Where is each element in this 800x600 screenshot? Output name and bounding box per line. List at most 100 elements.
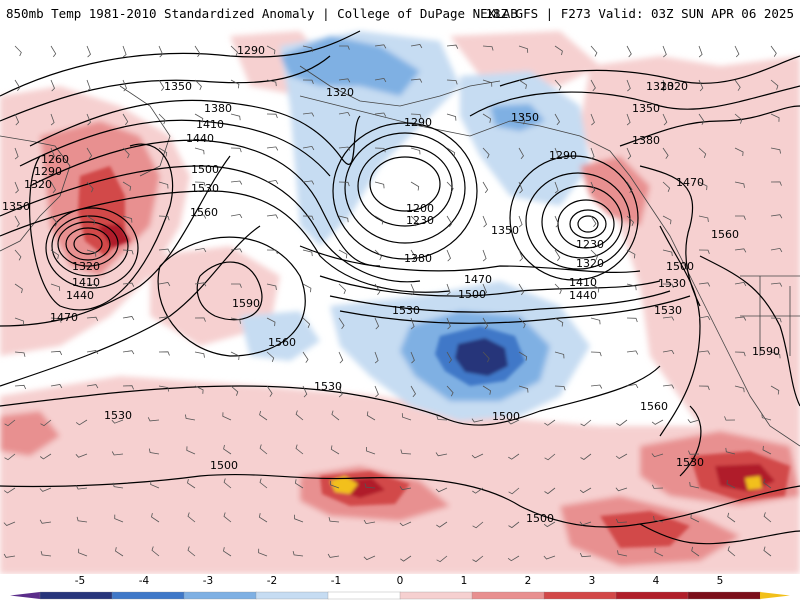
wind-barb	[590, 181, 596, 194]
wind-barb	[662, 113, 668, 126]
contour-label: 1530	[658, 277, 686, 290]
wind-barb	[194, 214, 207, 219]
contour-label: 1380	[204, 102, 232, 115]
wind-barb	[518, 113, 526, 125]
wind-barb	[50, 384, 63, 389]
wind-barb	[230, 317, 241, 324]
wind-barb	[662, 283, 674, 289]
hot-extreme-area	[330, 476, 358, 494]
contour-line	[73, 233, 103, 255]
contour-line	[499, 55, 800, 87]
wind-barb	[266, 351, 275, 362]
wind-barb	[399, 486, 412, 491]
wind-barb	[266, 79, 277, 87]
contour-line	[639, 523, 800, 545]
wind-barb	[115, 547, 124, 557]
wind-barb	[508, 487, 520, 495]
wind-barb	[122, 79, 127, 92]
wind-barb	[590, 113, 595, 126]
contour-label: 1440	[186, 132, 214, 145]
wind-barb	[222, 412, 232, 421]
wind-barb	[230, 113, 241, 121]
contour-label: 1290	[237, 44, 265, 57]
wind-barb	[554, 147, 559, 160]
wind-barb	[158, 215, 170, 221]
contour-label: 1530	[314, 380, 342, 393]
wind-barb	[122, 316, 135, 321]
wind-barb	[554, 351, 565, 359]
colorbar-segment	[471, 591, 545, 600]
contour-line	[509, 155, 639, 281]
contour-label: 1470	[464, 273, 492, 286]
contour-line	[369, 156, 441, 212]
wind-barb	[482, 45, 494, 51]
wind-barb	[446, 113, 457, 121]
wind-barb	[626, 45, 632, 58]
anomaly-map: 1290135013801410144012601290132013501500…	[0, 30, 800, 574]
wind-barb	[230, 213, 243, 219]
wind-barb	[302, 215, 314, 221]
wind-barb	[763, 546, 772, 557]
wind-barb	[626, 113, 631, 126]
wind-barb	[399, 521, 412, 527]
contour-line	[29, 99, 361, 165]
wind-barb	[410, 283, 416, 296]
contour-label: 1500	[458, 288, 486, 301]
wind-barb	[770, 147, 781, 154]
wind-barb	[151, 546, 160, 557]
wind-barb	[50, 283, 61, 291]
contour-label: 1410	[196, 118, 224, 131]
aleutian-coastline	[299, 95, 800, 447]
contour-label: 1500	[526, 512, 554, 525]
wind-barb	[554, 385, 566, 391]
colorbar-segment	[39, 591, 113, 600]
wind-barb	[662, 349, 675, 355]
wind-barb	[626, 283, 637, 291]
wind-barb	[266, 317, 276, 327]
wind-barb	[518, 147, 524, 160]
wind-barb	[122, 282, 135, 287]
contour-label: 1230	[406, 214, 434, 227]
contour-line	[28, 143, 174, 311]
contour-label: 1560	[268, 336, 296, 349]
contour-line	[0, 30, 361, 97]
map-panel: 1290 1350 1380 1410 1440 1260 1290 1320 1350 1500…	[0, 26, 800, 574]
wind-barb	[302, 45, 313, 52]
wind-barb	[508, 521, 520, 529]
wind-barb	[446, 79, 458, 85]
contour-line	[299, 245, 641, 273]
colorbar-segment	[183, 591, 257, 600]
wind-barb	[690, 514, 700, 523]
wind-barb	[86, 181, 94, 193]
wind-barb	[662, 384, 675, 389]
contour-line	[19, 119, 331, 177]
wind-barb	[4, 419, 16, 427]
contour-label: 1560	[640, 400, 668, 413]
wind-barb	[763, 512, 772, 523]
wind-barb	[50, 249, 59, 259]
wind-barb	[14, 317, 24, 326]
wind-barb	[50, 181, 56, 194]
wind-barb	[662, 316, 675, 321]
wind-barb	[122, 181, 132, 191]
wind-barb	[698, 147, 707, 158]
wind-barb	[338, 283, 346, 295]
wind-barb	[770, 113, 780, 122]
contour-label: 1260	[41, 153, 69, 166]
wind-barb	[626, 317, 638, 323]
wind-barb	[194, 351, 205, 358]
contour-label: 1560	[711, 228, 739, 241]
wind-barb	[50, 113, 55, 126]
wind-barb	[770, 79, 779, 90]
wind-barb	[295, 410, 304, 421]
wind-barb	[86, 147, 93, 160]
wind-barb	[734, 147, 744, 156]
contour-line	[679, 405, 702, 477]
wind-barb	[554, 181, 559, 194]
wind-barb	[472, 555, 484, 563]
contour-label: 1440	[66, 289, 94, 302]
contour-label: 1410	[72, 276, 100, 289]
contour-label: 1230	[576, 238, 604, 251]
wind-barb	[122, 249, 134, 255]
wind-barb	[14, 249, 22, 261]
